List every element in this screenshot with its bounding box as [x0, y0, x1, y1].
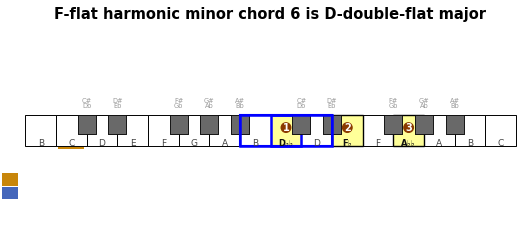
Text: C#: C#	[296, 98, 306, 104]
Bar	[385, 115, 402, 134]
Text: Gb: Gb	[174, 103, 183, 109]
Circle shape	[404, 123, 413, 132]
Text: B: B	[38, 139, 44, 148]
Text: F#: F#	[389, 98, 398, 104]
Bar	[240, 115, 270, 146]
Text: basicmusictheory.com: basicmusictheory.com	[7, 62, 12, 140]
Circle shape	[343, 123, 352, 132]
Text: F♭: F♭	[343, 139, 352, 148]
Text: D: D	[313, 139, 320, 148]
Bar	[385, 115, 402, 134]
Bar	[270, 115, 302, 146]
Bar	[302, 115, 332, 146]
Text: B: B	[252, 139, 258, 148]
Text: A#: A#	[449, 98, 460, 104]
Text: A♭♭: A♭♭	[401, 139, 416, 148]
Text: Gb: Gb	[389, 103, 398, 109]
Text: Db: Db	[297, 103, 306, 109]
Text: B: B	[467, 139, 473, 148]
Text: G#: G#	[204, 98, 215, 104]
Text: 2: 2	[344, 123, 351, 133]
Bar	[108, 115, 126, 134]
Bar	[363, 115, 393, 146]
Text: Eb: Eb	[113, 103, 121, 109]
Bar	[393, 115, 424, 146]
Text: Ab: Ab	[205, 103, 214, 109]
Text: Db: Db	[82, 103, 91, 109]
Text: G#: G#	[419, 98, 429, 104]
Text: A#: A#	[235, 98, 245, 104]
Bar	[424, 115, 455, 146]
Bar	[323, 115, 341, 134]
Bar	[25, 115, 56, 146]
Bar	[117, 115, 148, 146]
Bar	[240, 115, 332, 146]
Bar	[240, 115, 332, 146]
Bar	[108, 115, 126, 134]
Bar	[270, 115, 302, 146]
Text: C: C	[498, 139, 504, 148]
Text: F: F	[375, 139, 380, 148]
Bar	[231, 115, 249, 134]
Text: Bb: Bb	[236, 103, 244, 109]
Bar	[332, 115, 363, 146]
Text: F: F	[161, 139, 166, 148]
Bar	[292, 115, 310, 134]
Bar	[78, 115, 95, 134]
Bar	[170, 115, 187, 134]
Bar	[323, 115, 341, 134]
Bar	[200, 115, 218, 134]
Text: E: E	[130, 139, 135, 148]
Bar	[179, 115, 209, 146]
Bar	[415, 115, 433, 134]
Bar	[485, 115, 516, 146]
Bar	[415, 115, 433, 134]
Bar	[292, 115, 310, 134]
Text: A: A	[436, 139, 442, 148]
Text: D♭♭: D♭♭	[279, 139, 293, 148]
Text: 1: 1	[283, 123, 290, 133]
Bar	[87, 115, 117, 146]
Bar	[148, 115, 179, 146]
Bar	[455, 115, 485, 146]
Text: C: C	[68, 139, 75, 148]
Text: D: D	[99, 139, 105, 148]
Text: G: G	[190, 139, 198, 148]
Text: D#: D#	[112, 98, 122, 104]
Text: F-flat harmonic minor chord 6 is D-double-flat major: F-flat harmonic minor chord 6 is D-doubl…	[54, 7, 486, 22]
Bar	[170, 115, 187, 134]
Bar	[59, 147, 84, 149]
Bar	[231, 115, 249, 134]
Bar	[2, 173, 18, 186]
Bar	[209, 115, 240, 146]
Bar	[446, 115, 463, 134]
Bar	[200, 115, 218, 134]
Text: 3: 3	[405, 123, 412, 133]
Bar	[56, 115, 87, 146]
Bar	[393, 115, 424, 146]
Bar	[446, 115, 463, 134]
Text: Bb: Bb	[450, 103, 459, 109]
Text: Eb: Eb	[328, 103, 336, 109]
Circle shape	[281, 123, 291, 132]
Bar	[2, 187, 18, 199]
Bar	[78, 115, 95, 134]
Text: D#: D#	[327, 98, 337, 104]
Text: Ab: Ab	[419, 103, 428, 109]
Text: A: A	[222, 139, 228, 148]
Bar	[332, 115, 363, 146]
Text: F#: F#	[174, 98, 183, 104]
Text: C#: C#	[81, 98, 92, 104]
